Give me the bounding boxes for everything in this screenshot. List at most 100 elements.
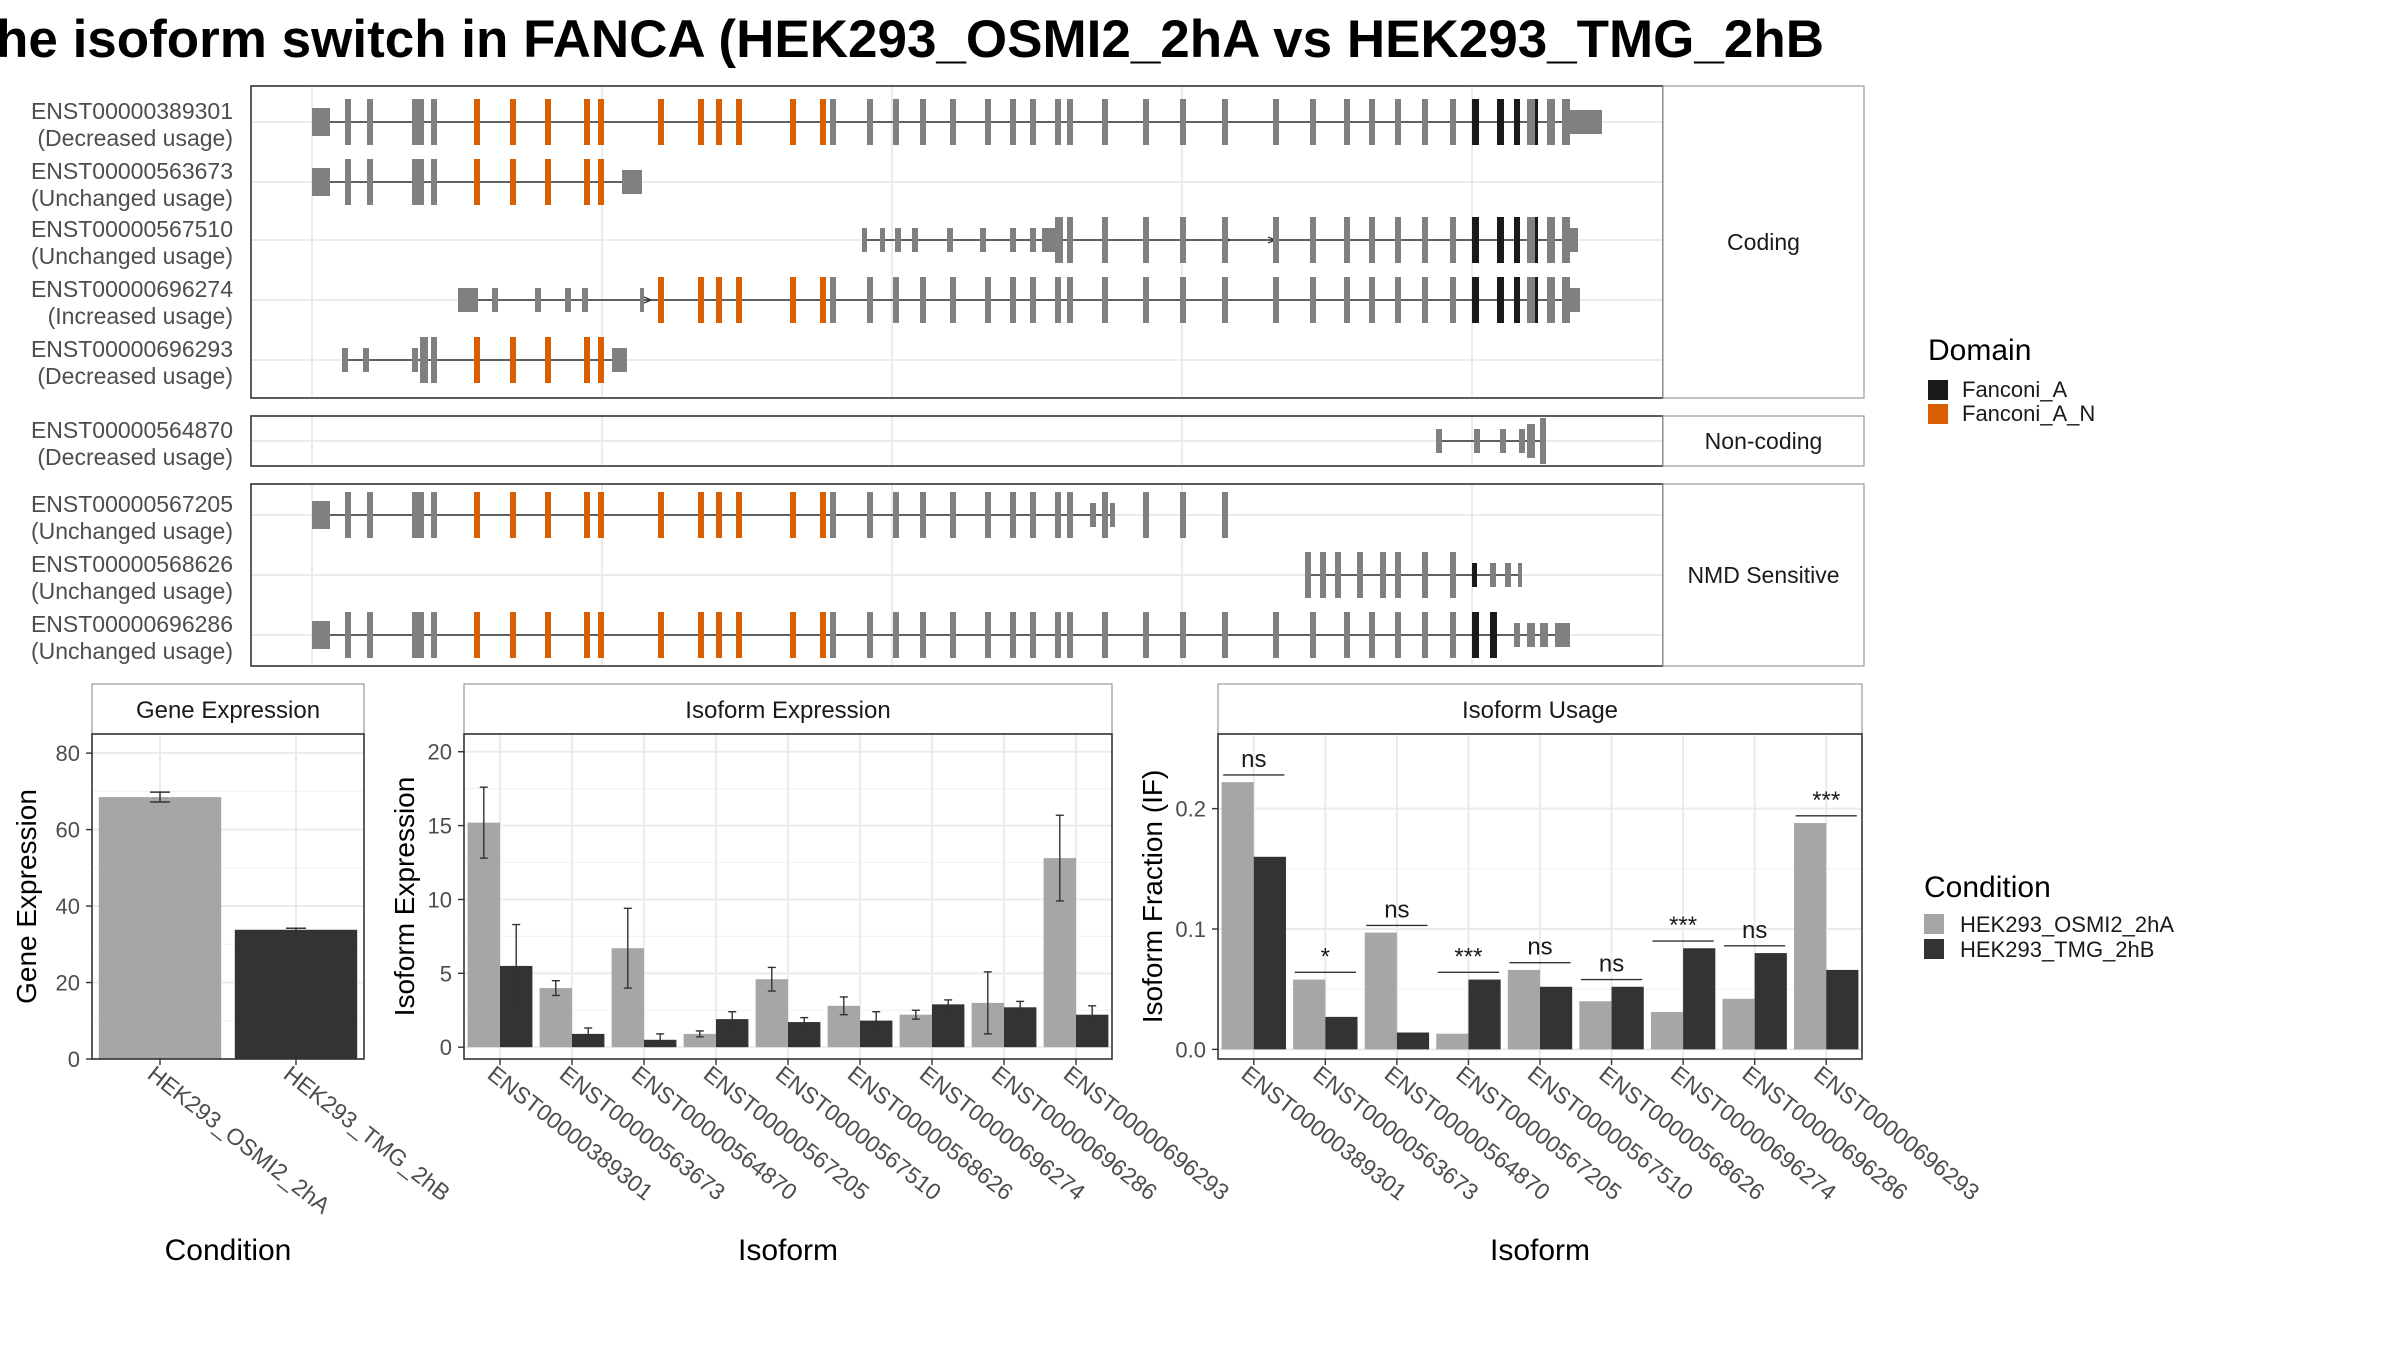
exon	[1273, 612, 1279, 658]
exon	[1180, 217, 1186, 263]
exon	[867, 277, 873, 323]
exon	[880, 228, 885, 252]
domain-exon	[820, 99, 826, 145]
facet-strip	[1662, 85, 1865, 399]
domain-legend: Domain Fanconi_A Fanconi_A_N	[1928, 334, 2095, 426]
exon	[1143, 99, 1149, 145]
exon	[980, 228, 986, 252]
error-bar	[983, 971, 992, 1035]
transcript-usage-label: (Unchanged usage)	[31, 518, 233, 544]
domain-exon	[736, 277, 742, 323]
exon	[1030, 277, 1036, 323]
exon	[1547, 99, 1555, 145]
exon	[1395, 99, 1401, 145]
y-axis-title: Isoform Fraction (IF)	[1137, 770, 1168, 1024]
domain-exon	[658, 277, 664, 323]
exon	[1010, 228, 1016, 252]
x-axis-title: Isoform	[1490, 1234, 1590, 1267]
domain-exon	[820, 612, 826, 658]
y-tick-label: 15	[428, 814, 452, 839]
legend-label-osmi2: HEK293_OSMI2_2hA	[1960, 912, 2174, 937]
exon	[367, 612, 373, 658]
exon	[1395, 612, 1401, 658]
transcript-track	[312, 159, 642, 205]
exon	[535, 288, 541, 312]
facet-strip	[91, 683, 365, 735]
exon	[1030, 492, 1036, 538]
exon	[1422, 217, 1428, 263]
chart-2: Isoform Usage ns * ns *** ns ns *** ns *** 0.0 0.1 0…	[1137, 683, 1984, 1267]
domain-exon	[510, 159, 516, 205]
transcript-id-label: ENST00000696274	[31, 276, 233, 302]
exon	[912, 228, 918, 252]
domain-exon	[510, 612, 516, 658]
legend-label-tmg: HEK293_TMG_2hB	[1960, 937, 2154, 962]
exon	[1570, 110, 1602, 134]
exon	[312, 501, 330, 529]
exon	[345, 159, 351, 205]
domain-exon	[790, 99, 796, 145]
exon	[893, 277, 899, 323]
domain-exon	[474, 337, 480, 383]
exon	[1344, 612, 1350, 658]
error-bar	[1016, 1000, 1025, 1014]
domain-exon	[545, 99, 551, 145]
domain-exon	[716, 612, 722, 658]
transcript-id-label: ENST00000563673	[31, 158, 233, 184]
exon	[1143, 217, 1149, 263]
exon	[1143, 612, 1149, 658]
condition-legend: Condition HEK293_OSMI2_2hA HEK293_TMG_2h…	[1924, 871, 2174, 962]
domain-exon	[584, 337, 590, 383]
exon	[893, 612, 899, 658]
domain-exon	[510, 492, 516, 538]
exon	[363, 348, 369, 372]
exon	[1090, 503, 1096, 527]
bar	[1396, 1032, 1430, 1050]
exon	[1344, 217, 1350, 263]
domain-exon	[545, 337, 551, 383]
exon	[1143, 277, 1149, 323]
x-axis-title: Condition	[165, 1234, 292, 1267]
error-bar	[944, 999, 953, 1010]
transcript-id-label: ENST00000564870	[31, 417, 233, 443]
domain-exon	[510, 337, 516, 383]
y-axis-title: Gene Expression	[11, 789, 42, 1004]
exon	[1305, 552, 1311, 598]
exon	[950, 277, 956, 323]
exon	[312, 168, 330, 196]
bar	[539, 988, 572, 1048]
exon	[420, 337, 428, 383]
exon	[1102, 99, 1108, 145]
transcript-usage-label: (Decreased usage)	[37, 125, 233, 151]
exon	[867, 99, 873, 145]
exon	[1010, 492, 1016, 538]
bar	[1683, 948, 1716, 1050]
significance-label: *	[1321, 943, 1330, 970]
exon	[412, 612, 424, 658]
exon	[1422, 277, 1428, 323]
error-bar	[286, 927, 306, 933]
exon	[1490, 563, 1496, 587]
exon	[1222, 217, 1228, 263]
error-bar	[695, 1030, 704, 1038]
exon	[1450, 217, 1456, 263]
exon	[1180, 277, 1186, 323]
significance-label: ***	[1812, 787, 1840, 814]
domain-exon	[545, 492, 551, 538]
y-tick-label: 40	[56, 894, 80, 919]
error-bar	[1088, 1005, 1097, 1025]
exon	[1527, 217, 1535, 263]
exon	[1369, 217, 1375, 263]
exon	[1474, 429, 1480, 453]
domain-exon	[545, 612, 551, 658]
transcript-usage-label: (Decreased usage)	[37, 444, 233, 470]
exon	[1067, 492, 1073, 538]
exon	[1273, 217, 1279, 263]
transcript-usage-label: (Unchanged usage)	[31, 185, 233, 211]
exon	[985, 612, 991, 658]
exon	[1547, 277, 1555, 323]
domain-exon	[584, 612, 590, 658]
bar	[1826, 969, 1859, 1050]
transcript-usage-label: (Increased usage)	[48, 303, 233, 329]
